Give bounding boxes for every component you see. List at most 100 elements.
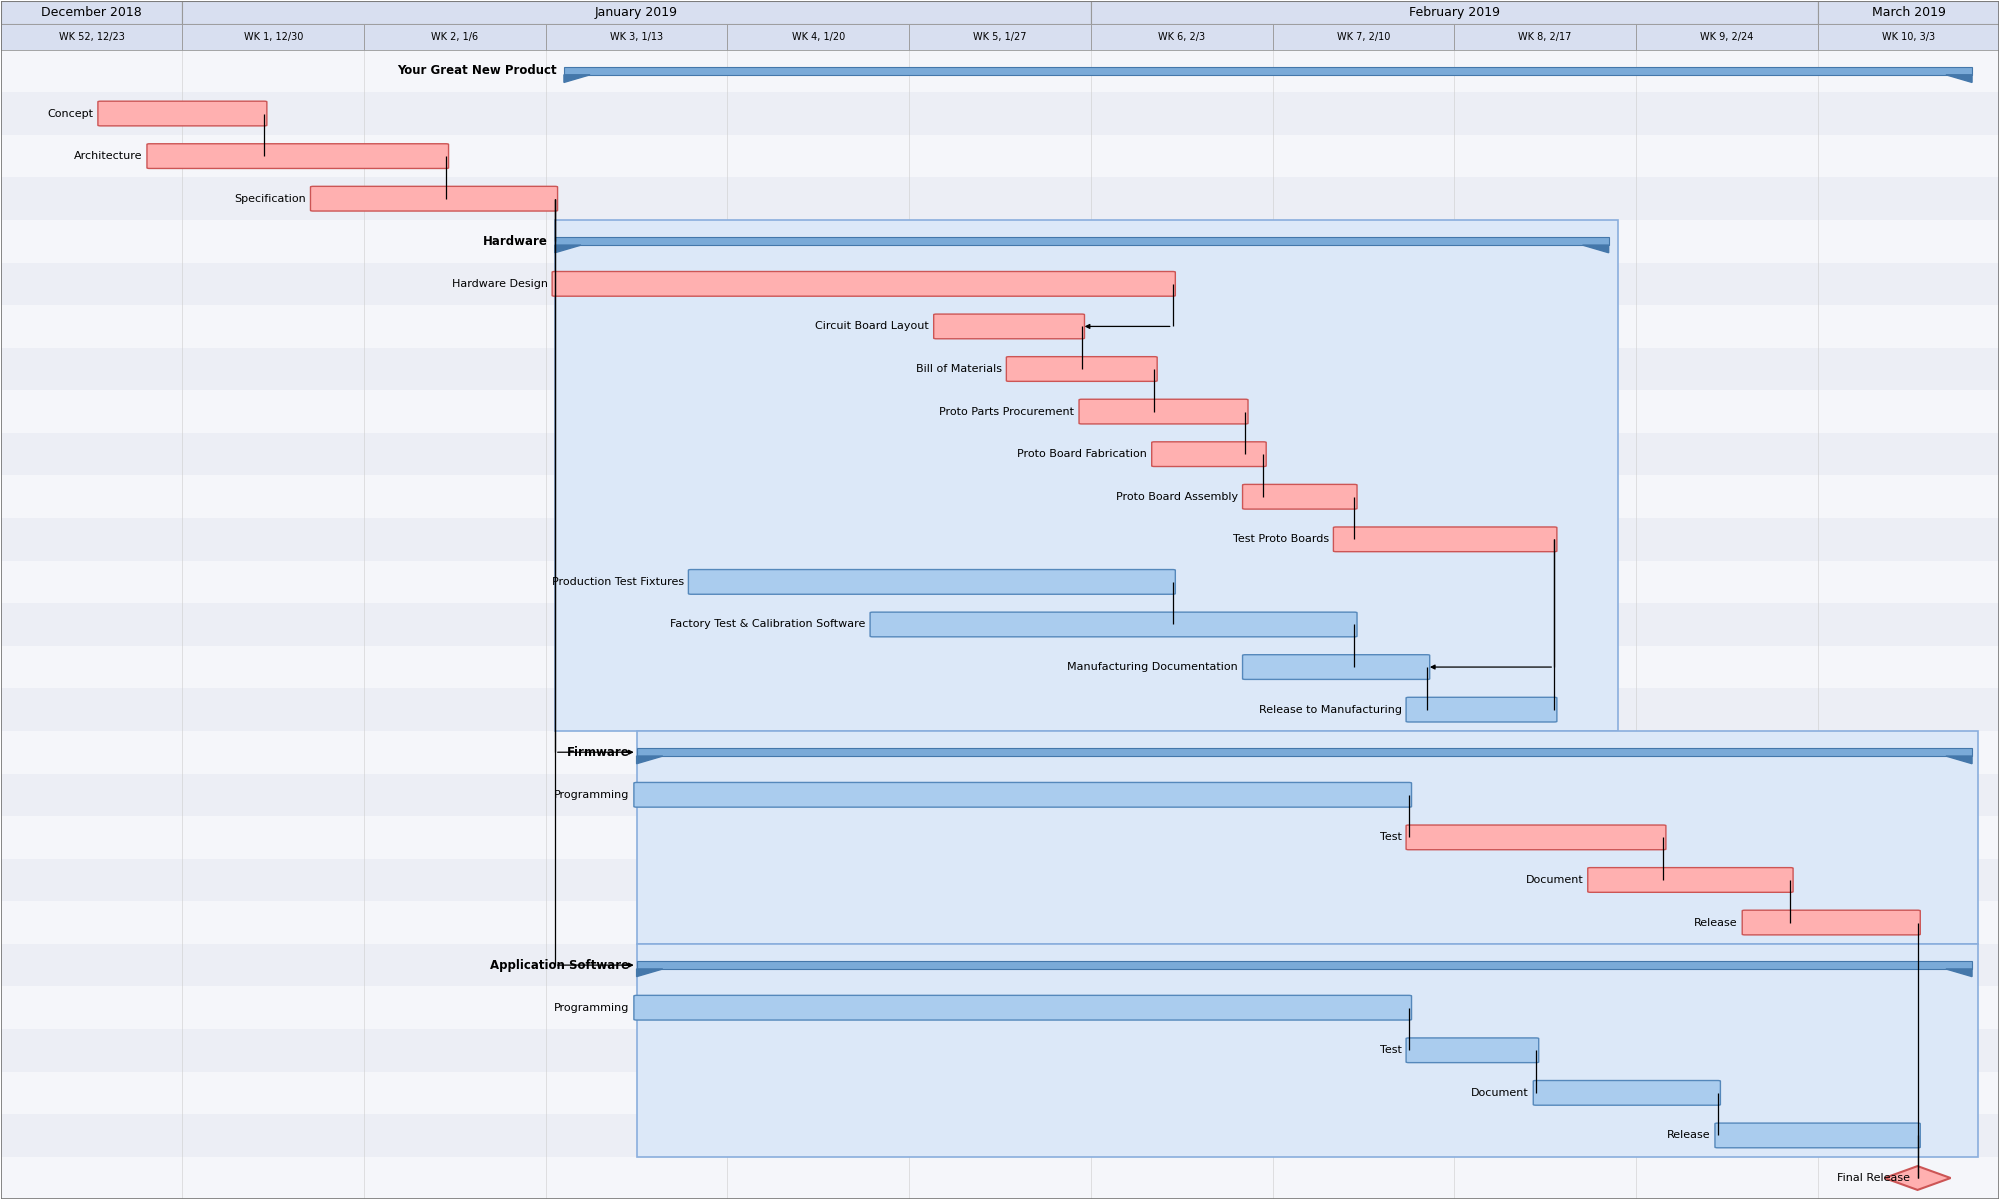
Bar bbox=[910, 24, 1090, 49]
Text: Your Great New Product: Your Great New Product bbox=[398, 65, 556, 78]
Text: Test Proto Boards: Test Proto Boards bbox=[1232, 534, 1328, 545]
Bar bbox=[0, 1, 2000, 24]
Bar bbox=[1090, 24, 1272, 49]
Text: Release to Manufacturing: Release to Manufacturing bbox=[1258, 704, 1402, 715]
FancyBboxPatch shape bbox=[1152, 442, 1266, 467]
FancyBboxPatch shape bbox=[870, 612, 1358, 637]
Text: Application Software: Application Software bbox=[490, 959, 630, 972]
Bar bbox=[0, 348, 2000, 390]
Text: Proto Parts Procurement: Proto Parts Procurement bbox=[940, 407, 1074, 416]
Bar bbox=[1454, 24, 1636, 49]
FancyBboxPatch shape bbox=[934, 314, 1084, 338]
FancyBboxPatch shape bbox=[146, 144, 448, 168]
Bar bbox=[364, 24, 546, 49]
Bar bbox=[728, 24, 910, 49]
Text: Programming: Programming bbox=[554, 1003, 630, 1013]
Text: Proto Board Assembly: Proto Board Assembly bbox=[1116, 492, 1238, 502]
Polygon shape bbox=[564, 74, 590, 83]
Polygon shape bbox=[1884, 1166, 1950, 1190]
Text: WK 1, 12/30: WK 1, 12/30 bbox=[244, 32, 302, 42]
FancyBboxPatch shape bbox=[552, 271, 1176, 296]
Bar bbox=[1818, 1, 2000, 24]
Bar bbox=[0, 263, 2000, 305]
Text: Bill of Materials: Bill of Materials bbox=[916, 364, 1002, 374]
Text: December 2018: December 2018 bbox=[42, 6, 142, 19]
Bar bbox=[0, 1072, 2000, 1114]
Text: February 2019: February 2019 bbox=[1408, 6, 1500, 19]
Polygon shape bbox=[1946, 756, 1972, 763]
FancyBboxPatch shape bbox=[634, 782, 1412, 808]
Bar bbox=[0, 178, 2000, 220]
Text: Document: Document bbox=[1470, 1088, 1528, 1098]
Bar bbox=[0, 604, 2000, 646]
FancyBboxPatch shape bbox=[1534, 1080, 1720, 1105]
Bar bbox=[0, 944, 2000, 986]
Bar bbox=[636, 944, 1978, 1157]
FancyBboxPatch shape bbox=[98, 101, 266, 126]
FancyBboxPatch shape bbox=[1406, 826, 1666, 850]
Bar bbox=[0, 305, 2000, 348]
FancyBboxPatch shape bbox=[1406, 1038, 1538, 1063]
FancyBboxPatch shape bbox=[634, 995, 1412, 1020]
Bar bbox=[1818, 24, 2000, 49]
FancyBboxPatch shape bbox=[1742, 910, 1920, 935]
Bar bbox=[554, 220, 1618, 731]
Text: Factory Test & Calibration Software: Factory Test & Calibration Software bbox=[670, 619, 866, 630]
Bar bbox=[0, 901, 2000, 944]
Bar bbox=[0, 816, 2000, 859]
Text: WK 5, 1/27: WK 5, 1/27 bbox=[974, 32, 1026, 42]
Polygon shape bbox=[554, 245, 582, 253]
Bar bbox=[0, 1, 182, 24]
Text: WK 9, 2/24: WK 9, 2/24 bbox=[1700, 32, 1754, 42]
Polygon shape bbox=[636, 756, 662, 763]
Text: January 2019: January 2019 bbox=[596, 6, 678, 19]
Text: WK 2, 1/6: WK 2, 1/6 bbox=[432, 32, 478, 42]
Text: March 2019: March 2019 bbox=[1872, 6, 1946, 19]
FancyBboxPatch shape bbox=[1242, 485, 1358, 509]
Text: WK 6, 2/3: WK 6, 2/3 bbox=[1158, 32, 1206, 42]
Text: Final Release: Final Release bbox=[1838, 1174, 1910, 1183]
Bar bbox=[0, 390, 2000, 433]
Text: WK 4, 1/20: WK 4, 1/20 bbox=[792, 32, 844, 42]
Bar bbox=[0, 134, 2000, 178]
Bar bbox=[182, 24, 364, 49]
FancyBboxPatch shape bbox=[1006, 356, 1158, 382]
Text: Hardware: Hardware bbox=[482, 235, 548, 247]
Text: WK 10, 3/3: WK 10, 3/3 bbox=[1882, 32, 1936, 42]
Bar bbox=[0, 49, 2000, 92]
Bar bbox=[636, 731, 1978, 944]
Text: Specification: Specification bbox=[234, 193, 306, 204]
Bar bbox=[1272, 24, 1454, 49]
Text: Test: Test bbox=[1380, 1045, 1402, 1055]
Text: Hardware Design: Hardware Design bbox=[452, 278, 548, 289]
Bar bbox=[636, 749, 1972, 756]
FancyBboxPatch shape bbox=[688, 570, 1176, 594]
Bar bbox=[0, 859, 2000, 901]
Bar bbox=[0, 1114, 2000, 1157]
Bar bbox=[546, 24, 728, 49]
Bar bbox=[0, 220, 2000, 263]
Bar bbox=[0, 774, 2000, 816]
Bar bbox=[554, 238, 1608, 245]
FancyBboxPatch shape bbox=[1588, 868, 1794, 893]
Polygon shape bbox=[1946, 968, 1972, 977]
Bar bbox=[0, 560, 2000, 604]
Text: Programming: Programming bbox=[554, 790, 630, 800]
Text: WK 8, 2/17: WK 8, 2/17 bbox=[1518, 32, 1572, 42]
Bar bbox=[0, 92, 2000, 134]
Text: Firmware: Firmware bbox=[566, 745, 630, 758]
FancyBboxPatch shape bbox=[1242, 655, 1430, 679]
Bar bbox=[564, 67, 1972, 74]
Text: WK 52, 12/23: WK 52, 12/23 bbox=[58, 32, 124, 42]
FancyBboxPatch shape bbox=[1334, 527, 1556, 552]
Bar bbox=[182, 1, 1090, 24]
Text: Release: Release bbox=[1694, 918, 1738, 928]
Text: Architecture: Architecture bbox=[74, 151, 142, 161]
Text: Proto Board Fabrication: Proto Board Fabrication bbox=[1018, 449, 1148, 460]
Bar bbox=[0, 475, 2000, 518]
Text: Concept: Concept bbox=[48, 108, 94, 119]
Bar bbox=[0, 433, 2000, 475]
Bar bbox=[0, 731, 2000, 774]
Bar bbox=[636, 961, 1972, 968]
Bar bbox=[0, 24, 182, 49]
